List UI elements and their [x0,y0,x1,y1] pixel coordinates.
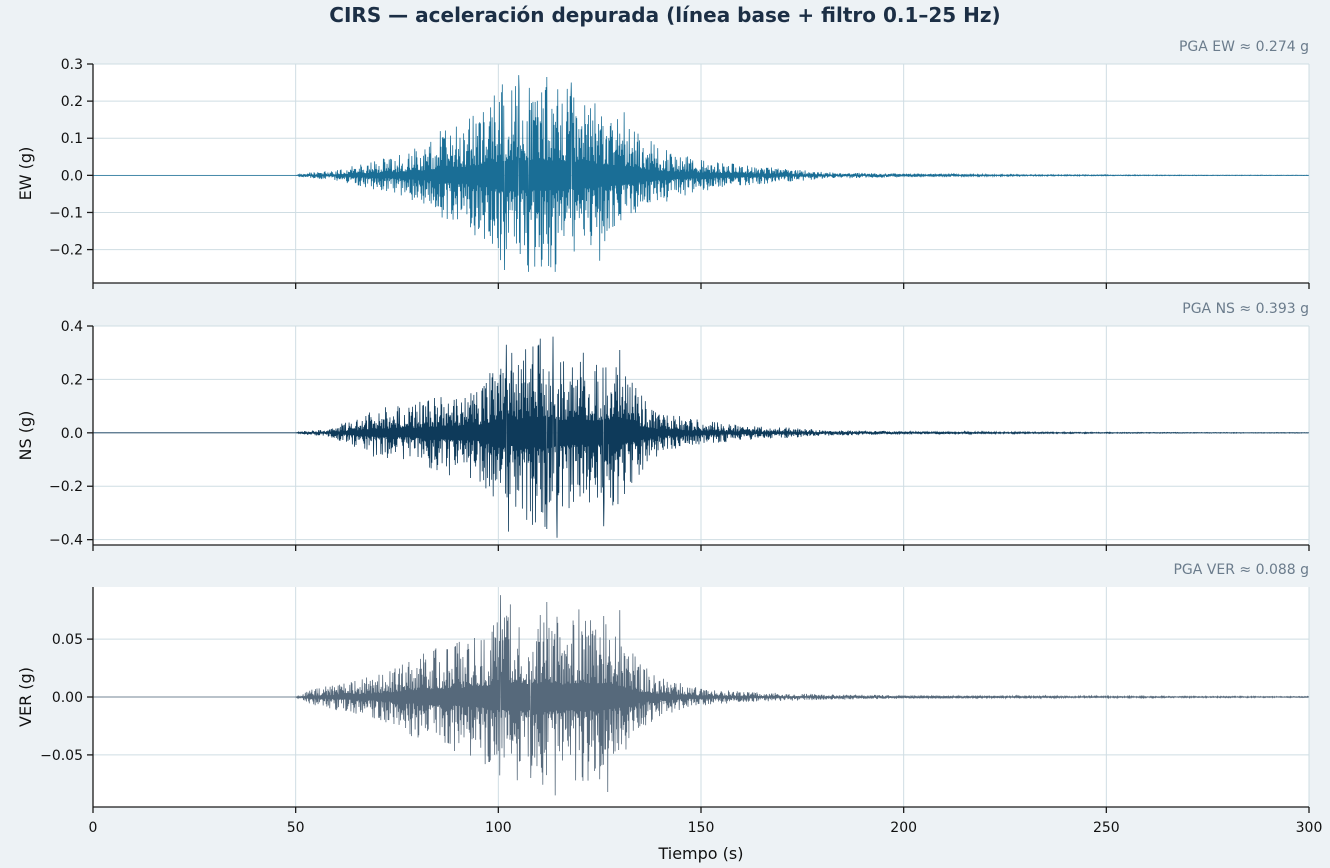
x-tick-label: 100 [485,820,512,836]
x-axis-label: Tiempo (s) [657,844,743,863]
y-tick-label: −0.2 [49,479,83,495]
y-tick-label: −0.05 [40,748,83,764]
y-axis-label: EW (g) [16,147,35,201]
x-tick-label: 250 [1093,820,1120,836]
y-tick-label: 0.4 [61,319,83,335]
panel-ew: −0.2 −0.1 0.0 0.1 0.2 0.3 EW (g) PGA EW ≈ 0.274… [16,39,1310,289]
y-tick-label: −0.2 [49,243,83,259]
panels-group: −0.2 −0.1 0.0 0.1 0.2 0.3 EW (g) PGA EW ≈ 0.274… [16,39,1322,836]
y-tick-label: −0.1 [49,205,83,221]
pga-annotation: PGA VER ≈ 0.088 g [1173,562,1309,578]
y-tick-label: 0.0 [61,168,83,184]
x-tick-label: 50 [287,820,305,836]
x-tick-label: 200 [890,820,917,836]
series-line-ns [93,336,1310,538]
y-tick-label: 0.2 [61,372,83,388]
y-tick-label: 0.00 [52,690,83,706]
x-tick-label: 0 [89,820,98,836]
x-tick-label: 150 [688,820,715,836]
panel-ver: 0 50 100 150 200 250 300 −0.05 0.00 0.05 VER (g) PG… [16,562,1322,836]
y-axis-label: VER (g) [16,667,35,727]
panel-ns: −0.4 −0.2 0.0 0.2 0.4 NS (g) PGA NS ≈ 0.393 g [16,301,1310,551]
x-tick-label: 300 [1296,820,1323,836]
y-axis-label: NS (g) [16,411,35,461]
pga-annotation: PGA EW ≈ 0.274 g [1179,39,1309,55]
y-tick-label: 0.1 [61,131,83,147]
series-line-ver [93,595,1310,796]
series-line-ew [93,75,1309,272]
y-tick-label: 0.3 [61,57,83,73]
pga-annotation: PGA NS ≈ 0.393 g [1182,301,1309,317]
y-tick-label: 0.0 [61,426,83,442]
y-tick-label: 0.05 [52,632,83,648]
y-tick-label: −0.4 [49,533,83,549]
y-tick-label: 0.2 [61,94,83,110]
chart-title: CIRS — aceleración depurada (línea base … [329,3,1000,27]
